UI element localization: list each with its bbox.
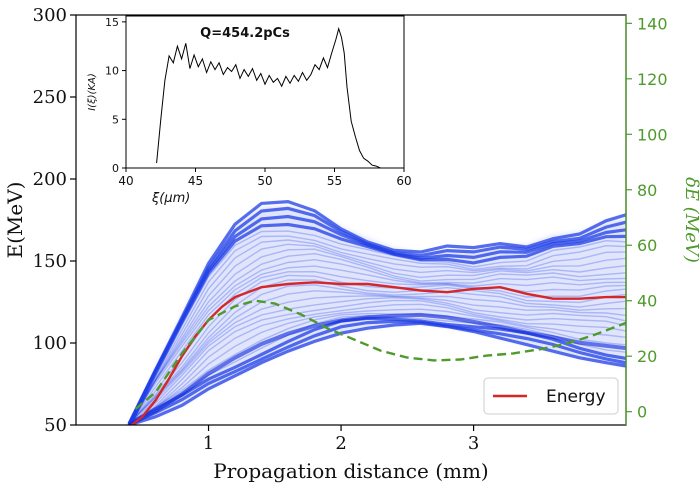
y-tick-label: 250 [33, 87, 67, 108]
inset-x-tick-label: 40 [118, 174, 133, 188]
y2-tick-label: 60 [637, 236, 657, 255]
inset-plot: 40 45 50 55 60 0 5 10 15 Q=454.2pCs ξ(μm) I(ξ)(… [87, 15, 412, 206]
beam-trajectory [130, 230, 626, 425]
legend: Energy [483, 377, 619, 415]
inset-x-axis-ticks: 40 45 50 55 60 [118, 168, 412, 188]
beam-trajectory [128, 252, 626, 423]
inset-y-tick-label: 10 [105, 65, 119, 78]
y-tick-label: 300 [33, 5, 67, 26]
inset-y-tick-label: 0 [112, 162, 119, 175]
legend-box [483, 377, 619, 415]
y-axis-label: E(MeV) [3, 182, 27, 259]
y2-tick-label: 20 [637, 347, 657, 366]
beam-trajectory [127, 206, 626, 425]
inset-y-tick-label: 15 [105, 16, 119, 29]
beam-trajectory [128, 308, 626, 425]
y2-tick-label: 0 [637, 403, 647, 422]
beam-trajectory [129, 295, 626, 425]
inset-x-axis-label: ξ(μm) [151, 191, 190, 206]
y-tick-label: 150 [33, 251, 67, 272]
x-axis-ticks: 1 2 3 [203, 425, 479, 454]
y-axis-ticks: 50 100 150 200 250 300 [33, 5, 76, 436]
x-tick-label: 2 [335, 433, 346, 454]
beam-core-ridge [128, 312, 626, 425]
y-tick-label: 200 [33, 169, 67, 190]
beam-trajectory [128, 279, 626, 424]
y2-tick-label: 40 [637, 292, 657, 311]
y-tick-label: 100 [33, 333, 67, 354]
inset-y-axis-ticks: 0 5 10 15 [105, 16, 126, 175]
beam-trajectory [128, 274, 626, 425]
beam-trajectory [128, 265, 626, 425]
inset-x-tick-label: 50 [257, 174, 272, 188]
y2-tick-label: 80 [637, 181, 657, 200]
energy-spread-line [134, 299, 626, 410]
beam-trajectory [128, 248, 626, 423]
beam-trajectory [128, 290, 626, 425]
y2-axis-ticks: 0 20 40 60 80 100 120 140 [625, 14, 668, 425]
inset-title: Q=454.2pCs [200, 26, 290, 41]
beam-trajectory [131, 303, 626, 425]
beam-trajectory [131, 296, 626, 425]
beam-trajectory [128, 284, 626, 424]
beam-density-layer [127, 199, 626, 425]
y-tick-label: 50 [44, 415, 67, 436]
inset-x-tick-label: 55 [327, 174, 342, 188]
inset-y-tick-label: 5 [112, 113, 119, 126]
y2-tick-label: 120 [637, 70, 668, 89]
y2-tick-label: 100 [637, 125, 668, 144]
beam-trajectory [128, 312, 626, 424]
beam-trajectory [128, 321, 626, 425]
inset-series-group [156, 26, 381, 169]
legend-label-energy: Energy [546, 387, 606, 407]
inset-y-axis-label: I(ξ)(KA) [87, 73, 98, 111]
inset-x-tick-label: 45 [188, 174, 203, 188]
main-series-group [130, 281, 626, 425]
beam-trajectory [130, 235, 626, 425]
energy-line [130, 281, 626, 425]
y2-tick-label: 140 [637, 14, 668, 33]
beam-trajectory [129, 239, 626, 425]
beam-trajectory [132, 299, 626, 425]
current-profile-line [156, 26, 381, 169]
y2-axis-label: δE (MeV) [681, 177, 700, 263]
beam-trajectory [128, 258, 626, 424]
x-tick-label: 1 [203, 433, 214, 454]
x-tick-label: 3 [468, 433, 479, 454]
x-axis-label: Propagation distance (mm) [213, 459, 488, 483]
beam-trajectory [128, 243, 626, 425]
beam-trajectory [128, 319, 626, 425]
inset-x-tick-label: 60 [396, 174, 411, 188]
beam-trajectory [127, 199, 626, 425]
